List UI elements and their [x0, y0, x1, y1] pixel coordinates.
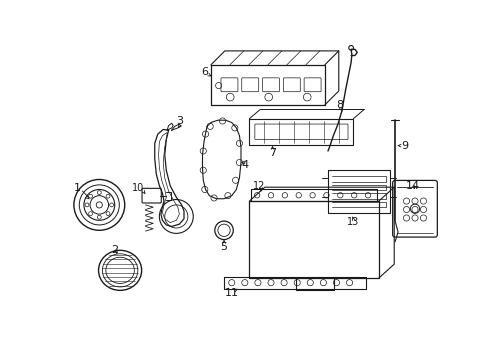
Text: 2: 2 [111, 244, 118, 255]
Text: 14: 14 [405, 181, 419, 191]
Text: 10: 10 [131, 183, 143, 193]
Text: 1: 1 [74, 183, 81, 193]
Text: 5: 5 [220, 242, 227, 252]
Text: 3: 3 [176, 116, 183, 126]
Text: 4: 4 [241, 160, 248, 170]
Text: 6: 6 [201, 67, 208, 77]
Text: 12: 12 [253, 181, 265, 191]
Text: 8: 8 [335, 100, 343, 110]
Text: 9: 9 [401, 141, 408, 150]
Text: 11: 11 [224, 288, 238, 298]
Text: 13: 13 [346, 217, 359, 227]
Text: 7: 7 [268, 148, 276, 158]
